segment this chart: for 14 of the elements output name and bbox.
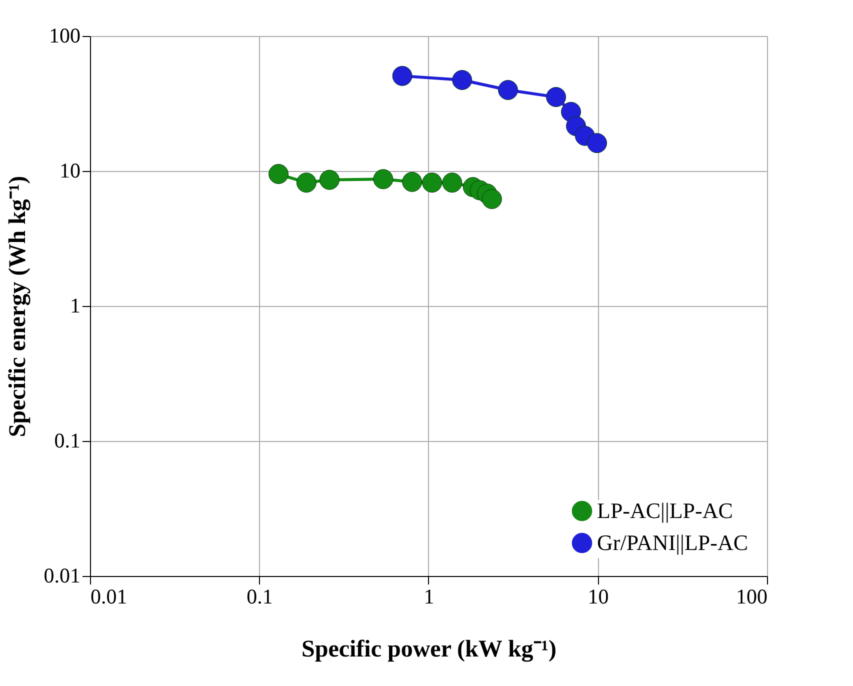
x-tick-label: 0.1 <box>246 584 273 608</box>
x-tick-label: 1 <box>424 584 434 608</box>
x-tick-label: 10 <box>588 584 609 608</box>
x-axis-title: Specific power (kW kg⁻¹) <box>302 636 556 662</box>
legend-label: Gr/PANI||LP-AC <box>597 530 748 555</box>
y-tick-label: 0.1 <box>54 428 80 452</box>
x-tick-label: 0.01 <box>90 584 128 608</box>
y-tick-label: 0.01 <box>44 564 80 588</box>
legend-label: LP-AC||LP-AC <box>597 498 733 523</box>
y-tick-label: 100 <box>49 24 80 48</box>
y-tick-label: 1 <box>70 294 80 318</box>
x-tick-label: 100 <box>736 584 768 608</box>
y-axis-title: Specific energy (Wh kg⁻¹) <box>4 176 31 438</box>
y-tick-label: 10 <box>60 158 80 182</box>
